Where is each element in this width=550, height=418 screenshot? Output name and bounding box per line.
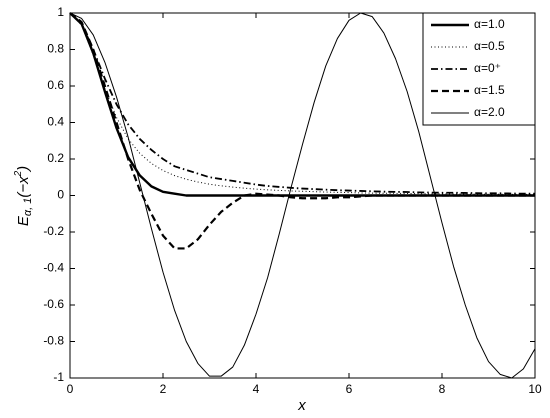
series-line — [69, 12, 535, 195]
legend: α=1.0 α=0.5 α=0⁺ α=1.5 α=2.0 — [422, 12, 536, 126]
y-tick-label: 0.2 — [47, 151, 64, 165]
y-tick-label: 0 — [57, 188, 64, 202]
y-tick-label: -0.6 — [43, 297, 64, 311]
y-axis-label: Eα, 1(−x2) — [13, 166, 34, 226]
y-tick-label: -0.2 — [43, 224, 64, 238]
y-label-main: (−x — [15, 176, 32, 198]
x-axis-label: x — [297, 397, 306, 414]
x-tick-label: 4 — [253, 382, 260, 396]
x-tick-label: 8 — [439, 382, 446, 396]
y-tick-label: 0.8 — [47, 42, 64, 56]
legend-label: α=0⁺ — [474, 61, 501, 75]
x-tick-label: 2 — [160, 382, 167, 396]
y-label-base: E — [15, 215, 32, 226]
legend-label: α=1.0 — [474, 17, 505, 31]
legend-box — [422, 12, 536, 126]
y-tick-label: 0.6 — [47, 78, 64, 92]
y-label-close: ) — [15, 166, 32, 173]
y-tick-label: -1 — [53, 370, 64, 384]
axes-box — [69, 12, 536, 379]
y-tick-label: -0.4 — [43, 261, 64, 275]
y-tick-label: 0.4 — [47, 115, 64, 129]
legend-label: α=2.0 — [474, 105, 505, 119]
series-line — [69, 12, 536, 379]
legend-label: α=0.5 — [474, 39, 505, 53]
y-label-sup: 2 — [13, 170, 24, 177]
series-line — [69, 12, 535, 195]
legend-label: α=1.5 — [474, 83, 505, 97]
x-tick-label: 6 — [346, 382, 353, 396]
y-label-sub: α, 1 — [22, 198, 34, 217]
y-tick-label: 1 — [57, 5, 64, 19]
y-tick-label: -0.8 — [43, 334, 64, 348]
x-tick-label: 0 — [67, 382, 74, 396]
series-line — [69, 12, 535, 250]
x-tick-label: 10 — [528, 382, 542, 396]
